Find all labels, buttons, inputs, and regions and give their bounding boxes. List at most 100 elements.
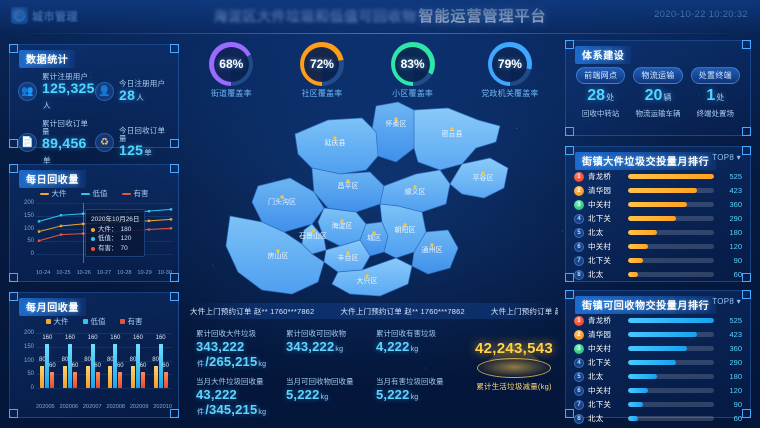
stat-unit: 人 [43,100,51,110]
bar: 80 [39,357,46,388]
corner-decoration [9,164,18,173]
beijing-district-map[interactable]: 怀柔区 延庆县 密云县 昌平区 顺义区 平谷区 门头沟区 海淀区 石景山区 城区 朝阳区 丰台区 通州区… [200,100,550,300]
value-unit: kg [410,394,419,402]
rank-bar-track [628,388,714,393]
rank-bar-track [628,318,714,323]
system-metric-value: 28处 [587,87,614,105]
rank-bar-track [628,174,714,179]
tooltip-row: 大件： 180 [91,225,139,234]
stat-item-today-orders: ♻ 今日回收订单量 125单 [95,120,172,165]
bar-value-label: 60 [116,362,124,369]
gauge-ring: 79% [487,42,532,86]
top8-dropdown[interactable]: TOP8 ▾ [712,297,741,306]
map-marker-dot [346,179,350,183]
bar-groups: 80 160 60 80 160 60 80 160 60 80 160 60 80 160 60 80 160… [36,333,172,388]
stat-unit: 人 [136,93,144,103]
rank-bar-fill [628,374,658,379]
corner-decoration [742,40,751,49]
ticker-item: 大件上门预约订单 赵** 1760***7862 [340,306,465,316]
rank-name: 中关村 [588,386,612,395]
system-metric-caption: 回收中转站 [581,109,620,118]
gauge-label: 党政机关覆盖率 [481,89,539,98]
system-metrics: 前端网点 28处 回收中转站 物流运输 20辆 物流运输车辆 处置终端 1处 终端处置场 [572,67,744,119]
stat-value: 125 [119,142,144,159]
rank-bar-fill [628,346,687,351]
rank-bar-fill [628,360,676,365]
system-construction-panel: 体系建设 前端网点 28处 回收中转站 物流运输 20辆 物流运输车辆 处置终端 1处 终端处置… [565,40,751,136]
rank-bar-track [628,374,714,379]
legend-label: 有害 [133,189,149,198]
corner-decoration [742,273,751,282]
ticker-item: 大件上门预约订单 赵** 1760***7862 [190,306,315,316]
bottom-stat-label: 累计回收有害垃圾 [376,329,436,338]
bar-value-label: 60 [162,362,169,369]
rank-badge: 2 [574,329,584,340]
unit: 辆 [663,93,672,102]
chart-tooltip: 2020年10月26日 大件： 180 低值： 120 有害： 70 [85,209,146,258]
x-tick-label: 202007 [82,404,102,410]
tooltip-series-name: 低值： [98,235,118,243]
bottom-stat-item: 累计回收大件垃圾 343,222 件/265,215kg [196,329,286,370]
y-axis: 0 50 100 150 200 [18,200,36,265]
legend-swatch [119,319,125,324]
gauge-4: 79% 党政机关覆盖率 [481,42,538,104]
panel-title: 每月回收量 [19,298,86,316]
bar-value-label: 160 [110,335,121,341]
value-primary: 343,222 [286,339,335,355]
legend-item: 有害 [119,316,143,327]
bar-group: 80 160 60 [152,333,169,388]
gauge-percent: 79% [497,57,522,71]
table-row: 7 北下关 90 [574,255,742,266]
rank-value: 423 [729,186,742,195]
rank-name: 北太 [588,270,604,279]
rank-badge: 8 [574,269,584,280]
value-primary: 5,222 [376,387,410,403]
bottom-stat-value: 43,222 件/345,215kg [196,388,286,417]
corner-decoration [565,146,574,155]
map-marker-dot [365,274,369,278]
rank-bar-track [628,416,714,421]
rank-value: 290 [729,358,742,367]
x-tick-label: 10-28 [117,270,132,276]
bottom-stat-label: 当月可回收物回收量 [286,377,354,386]
x-tick-label: 202006 [59,404,79,410]
crosshair [83,203,84,263]
panel-title: 街镇大件垃圾交投量月排行 [575,152,717,170]
top8-dropdown[interactable]: TOP8 ▾ [712,153,741,162]
y-tick-label: 200 [23,200,34,206]
tooltip-dot [91,246,95,251]
table-row: 6 中关村 120 [574,385,742,396]
line-chart: 0 50 100 150 200 10-24 10-25 10-26 10-27 10-28 10-… [18,200,173,276]
rank-bar-track [628,402,714,407]
value-unit: 件 [197,408,205,416]
gauge-percent: 83% [400,57,425,71]
x-axis-labels: 10-24 10-25 10-26 10-27 10-28 10-29 10-30 [36,270,172,276]
rank-value: 60 [733,414,742,423]
gauge-label: 街道覆盖率 [210,89,252,98]
rank-value: 360 [729,344,742,353]
value-unit-2: kg [258,360,267,368]
map-district-label: 通州区 [422,245,443,254]
rank-value: 60 [733,270,742,279]
bottom-stat-value: 4,222kg [376,340,466,354]
stat-label: 今日回收订单量 [119,126,166,144]
value-unit-2: kg [258,408,267,416]
bottom-stat-item: 当月有害垃圾回收量 5,222kg [376,377,466,418]
bar: 80 [152,357,159,388]
total-reduction-widget: 42,243,543 累计生活垃圾减量(kg) [468,340,560,418]
unit: 处 [606,93,615,102]
rank-bar-fill [628,216,676,221]
rank-badge: 2 [574,185,584,196]
x-tick-label: 10-24 [36,270,51,276]
bar: 160 [156,335,166,388]
rank-name: 北太 [588,414,604,423]
stat-item-today-users: 👤 今日注册用户 28人 [95,69,172,114]
rank-value: 120 [729,242,742,251]
stat-grid: 👥 累计注册用户 125,325人 👤 今日注册用户 28人 📄 累计回收订单量… [18,69,172,165]
value-primary: 343,222 [196,339,245,355]
value-primary: 4,222 [376,339,410,355]
gridline [36,374,172,376]
map-district-label: 朝阳区 [395,225,416,234]
value-unit: 件 [197,360,205,368]
